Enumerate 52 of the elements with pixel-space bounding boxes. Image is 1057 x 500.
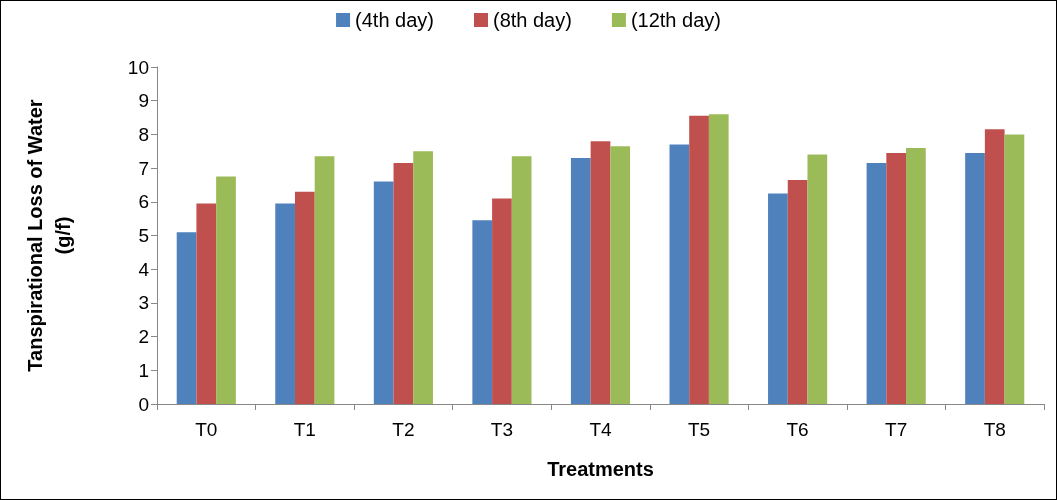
bar	[472, 220, 493, 404]
x-tick-label: T0	[195, 419, 218, 440]
y-tick-label: 10	[127, 56, 149, 78]
bar	[275, 203, 295, 404]
bar	[610, 146, 631, 404]
bar	[866, 163, 887, 404]
bar	[511, 156, 532, 404]
bar	[689, 115, 709, 404]
y-tick-label: 3	[138, 292, 149, 314]
y-tick-label: 6	[138, 191, 149, 213]
x-tick-label: T5	[687, 419, 711, 440]
x-tick-label: T1	[293, 419, 316, 440]
bar	[708, 114, 729, 404]
bar	[984, 129, 1005, 404]
bar	[768, 193, 788, 404]
bar	[176, 232, 197, 404]
bar	[669, 144, 690, 404]
bar	[807, 154, 828, 404]
bar	[906, 147, 926, 404]
y-tick-label: 8	[138, 123, 149, 145]
bar	[393, 163, 414, 404]
bar	[886, 152, 907, 404]
bar	[1004, 134, 1025, 404]
x-tick-label: T3	[490, 419, 514, 440]
bar	[570, 157, 591, 404]
bar	[314, 156, 335, 404]
x-tick-label: T2	[392, 419, 415, 440]
legend-label: (4th day)	[355, 9, 434, 31]
bar	[787, 179, 808, 404]
bar	[373, 181, 394, 404]
x-tick-label: T6	[786, 419, 809, 440]
bar	[294, 191, 315, 404]
y-tick-label: 9	[138, 90, 149, 112]
x-axis-title: Treatments	[547, 458, 654, 480]
y-tick-label: 5	[138, 225, 149, 246]
y-tick-label: 1	[138, 359, 149, 381]
y-tick-label: 7	[138, 157, 149, 179]
x-tick-label: T8	[983, 419, 1006, 440]
bar	[216, 176, 236, 404]
x-tick-label: T7	[885, 419, 908, 440]
x-tick-label: T4	[589, 419, 613, 440]
y-axis-title: Tanspirational Loss of Water (g/f)	[24, 99, 74, 372]
bar	[196, 203, 217, 404]
y-tick-label: 4	[138, 258, 150, 280]
y-tick-label: 2	[138, 326, 149, 348]
bar	[965, 152, 985, 404]
bar	[492, 198, 512, 404]
legend-label: (8th day)	[492, 9, 572, 31]
y-tick-label: 0	[138, 393, 149, 415]
bar	[413, 151, 433, 404]
bar	[590, 141, 611, 404]
legend-label: (12th day)	[630, 9, 721, 31]
